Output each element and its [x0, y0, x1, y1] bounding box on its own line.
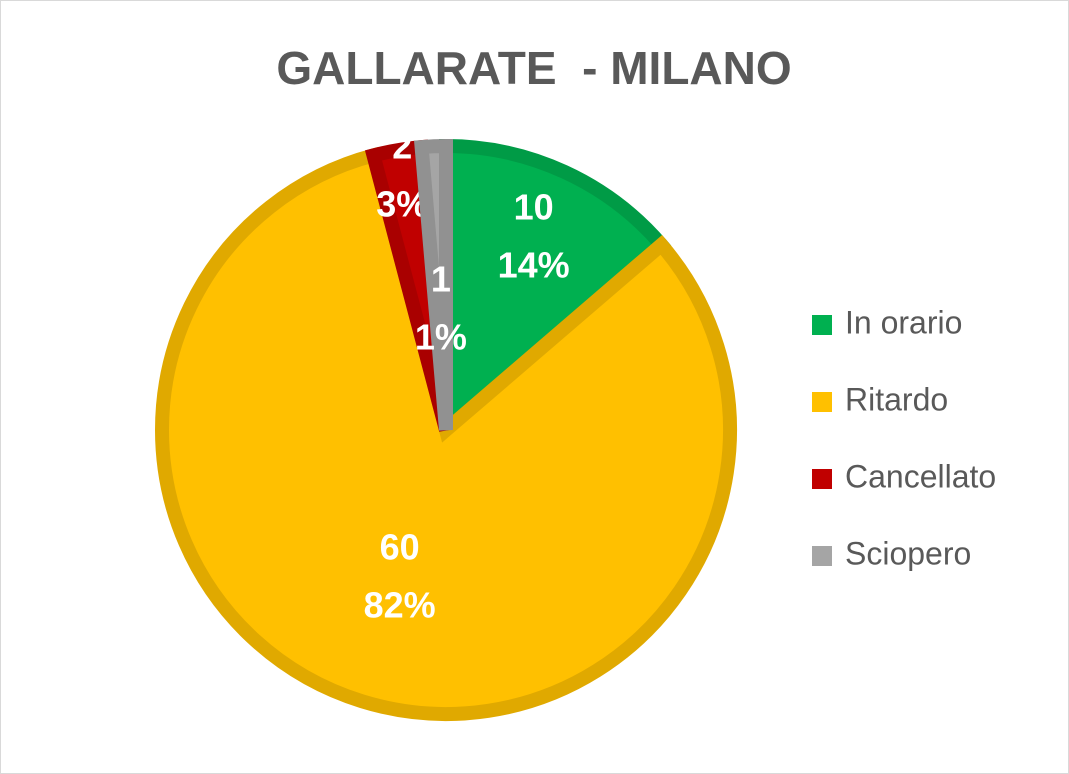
data-label-value: 10 — [514, 187, 554, 228]
chart-title: GALLARATE - MILANO — [276, 42, 791, 94]
pie-slice — [155, 146, 737, 721]
legend-swatch — [812, 546, 832, 566]
legend-label: Cancellato — [845, 458, 996, 494]
legend-swatch — [812, 315, 832, 335]
legend-swatch — [812, 392, 832, 412]
data-label-value: 2 — [392, 126, 412, 167]
data-label-percent: 14% — [498, 245, 570, 286]
legend-label: In orario — [845, 304, 962, 340]
legend-label: Ritardo — [845, 381, 948, 417]
data-label-percent: 82% — [364, 585, 436, 626]
legend-swatch — [812, 469, 832, 489]
pie-slice — [439, 138, 672, 446]
data-label-value: 1 — [431, 258, 451, 299]
legend-label: Sciopero — [845, 535, 971, 571]
data-label-percent: 1% — [415, 316, 467, 357]
data-label-value: 60 — [380, 527, 420, 568]
pie-slice — [414, 138, 453, 431]
